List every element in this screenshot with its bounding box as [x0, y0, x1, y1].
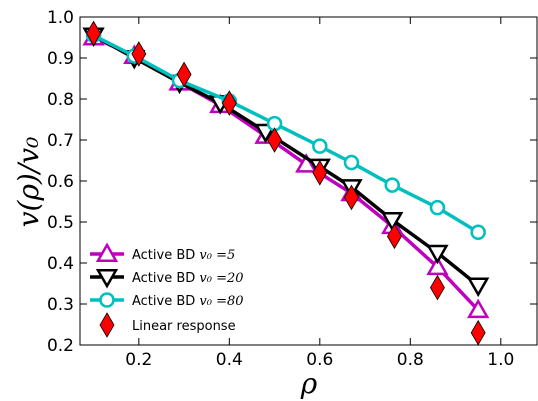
y-tick-label: 0.5 — [47, 213, 74, 233]
legend-label: Active BD v₀ =80 — [132, 294, 244, 309]
data-point — [295, 153, 318, 173]
data-point — [387, 223, 402, 250]
data-point — [86, 20, 102, 47]
y-tick-label: 0.8 — [47, 90, 74, 110]
legend-label-text: Active BD — [132, 248, 199, 263]
data-point — [221, 90, 237, 116]
data-point — [426, 244, 449, 265]
series-line — [92, 35, 480, 312]
x-tick-label: 0.8 — [397, 350, 424, 370]
legend-label-text: Active BD — [132, 294, 199, 309]
y-tick-label: 0.6 — [47, 172, 74, 192]
data-point — [312, 138, 328, 154]
x-axis-label: ρ — [300, 367, 318, 400]
y-tick-label: 0.7 — [47, 131, 74, 151]
data-point — [343, 154, 360, 171]
data-point — [470, 224, 486, 240]
data-point — [429, 199, 446, 216]
legend-marker — [95, 242, 119, 262]
x-tick-label: 0.2 — [125, 350, 152, 370]
data-point — [384, 177, 400, 193]
ticks: 0.2 0.4 0.6 0.8 1.0 0.2 0.3 0.4 0.5 0.6 0.7 0.8 0.9 1… — [47, 8, 537, 370]
legend-label-text: Linear response — [132, 319, 236, 334]
legend-label: Active BD v₀ =5 — [132, 248, 235, 263]
data-point — [381, 211, 404, 232]
x-tick-label: 0.6 — [306, 350, 333, 370]
legend-marker — [99, 312, 115, 338]
data-point — [470, 319, 486, 346]
series-line — [92, 33, 480, 234]
data-point — [267, 127, 283, 153]
legend-label: Linear response — [132, 319, 236, 334]
series-line — [92, 33, 480, 287]
series-3 — [86, 20, 486, 346]
x-tick-label: 1.0 — [487, 350, 514, 370]
y-tick-label: 0.9 — [47, 49, 74, 69]
legend-entry-3: Linear response — [99, 312, 236, 338]
data-point — [176, 61, 192, 88]
series-layer — [82, 20, 490, 346]
legend-entry-2: Active BD v₀ =80 — [90, 292, 244, 309]
legend-marker — [99, 292, 115, 308]
legend-marker — [95, 269, 119, 289]
data-point — [131, 41, 147, 67]
data-point — [467, 298, 490, 319]
y-axis-label: v(ρ)/v₀ — [12, 137, 45, 228]
y-tick-label: 0.2 — [47, 336, 74, 356]
legend-label-math: v₀ =5 — [199, 248, 235, 263]
data-point — [344, 184, 359, 211]
legend-label-math: v₀ =20 — [199, 271, 243, 286]
data-point — [429, 274, 445, 301]
data-point — [467, 277, 490, 298]
data-point — [426, 255, 449, 276]
legend-entry-1: Active BD v₀ =20 — [90, 269, 244, 289]
legend-label-text: Active BD — [132, 271, 199, 286]
y-tick-label: 0.4 — [47, 254, 74, 274]
y-tick-label: 1.0 — [47, 8, 74, 28]
data-point — [312, 160, 328, 186]
legend-label: Active BD v₀ =20 — [132, 271, 244, 286]
x-tick-label: 0.4 — [216, 350, 243, 370]
series-2 — [85, 27, 486, 240]
legend-label-math: v₀ =80 — [199, 294, 243, 309]
legend-entry-0: Active BD v₀ =5 — [90, 242, 235, 263]
y-tick-label: 0.3 — [47, 295, 74, 315]
